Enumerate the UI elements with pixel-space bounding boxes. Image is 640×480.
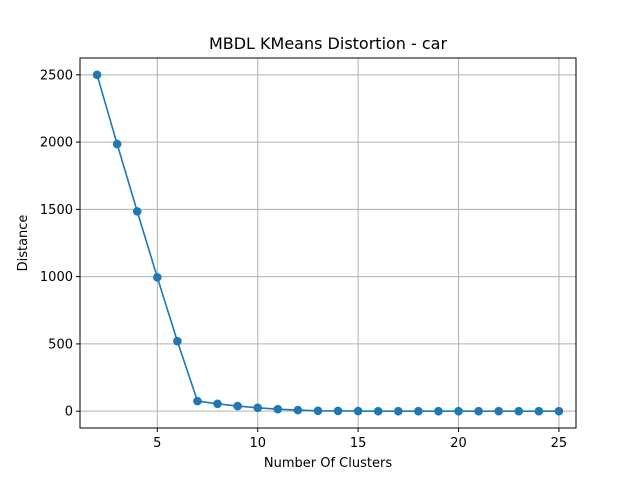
- y-tick-label: 1500: [40, 203, 73, 218]
- data-point: [193, 396, 202, 406]
- data-point: [454, 406, 463, 416]
- data-point: [233, 401, 242, 411]
- y-axis-label: Distance: [16, 215, 31, 272]
- data-point: [434, 406, 443, 416]
- data-point: [414, 406, 423, 416]
- x-tick-label: 15: [350, 436, 367, 451]
- grid: [80, 58, 576, 428]
- data-point: [333, 406, 343, 416]
- x-tick-label: 5: [153, 436, 161, 451]
- data-point: [213, 399, 222, 409]
- series-area: [92, 70, 564, 416]
- x-axis-label: Number Of Clusters: [264, 456, 392, 471]
- x-tick-label: 25: [551, 436, 568, 451]
- y-tick-label: 2000: [40, 136, 73, 151]
- y-tick-label: 0: [65, 405, 73, 420]
- data-point: [132, 207, 142, 216]
- data-point: [393, 406, 403, 416]
- y-tick-label: 1000: [40, 270, 73, 285]
- data-point: [353, 406, 363, 416]
- data-point: [514, 406, 524, 416]
- data-point: [474, 406, 483, 416]
- data-point: [494, 406, 503, 416]
- data-point: [153, 273, 162, 282]
- x-tick-label: 20: [450, 436, 467, 451]
- y-tick-label: 2500: [40, 68, 73, 83]
- data-point: [92, 70, 102, 80]
- axis-ticks: 5 10 15 20 25 0 500 1000 1500 2000 2500: [40, 68, 567, 451]
- data-point: [112, 139, 122, 149]
- plot-frame: [79, 57, 577, 429]
- data-point: [293, 405, 303, 415]
- y-tick-label: 500: [48, 337, 73, 352]
- chart-title: MBDL KMeans Distortion - car: [209, 34, 448, 53]
- data-point: [534, 406, 544, 416]
- x-tick-label: 10: [249, 436, 266, 451]
- data-point: [554, 406, 564, 416]
- data-point: [273, 404, 283, 414]
- data-point: [313, 406, 323, 416]
- data-point: [373, 406, 383, 416]
- data-point: [253, 403, 263, 413]
- data-point: [173, 336, 182, 346]
